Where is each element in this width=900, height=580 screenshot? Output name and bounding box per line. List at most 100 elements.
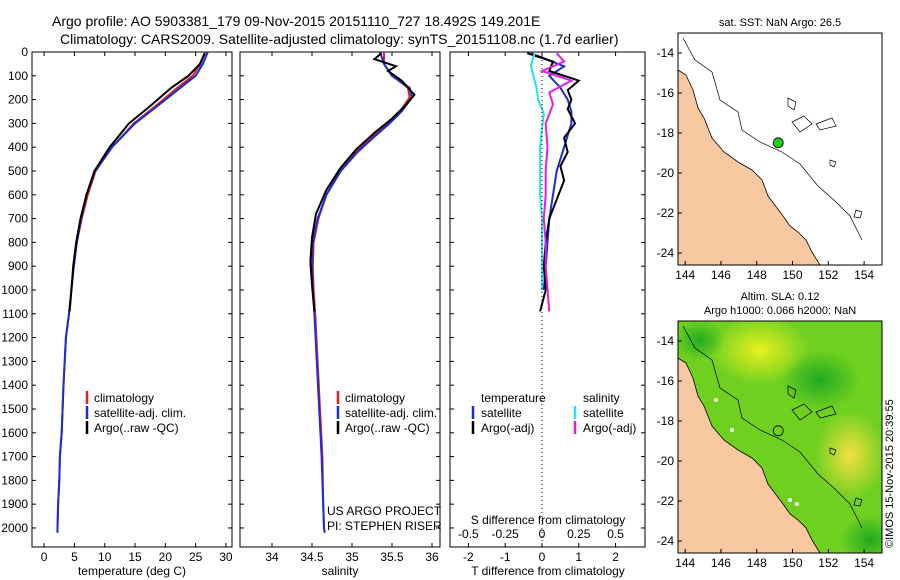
sst-map <box>678 33 882 265</box>
sst-map-argo-position-marker <box>772 137 784 149</box>
series-line-s-argo-adj- <box>539 52 574 312</box>
figure-title-line2: Climatology: CARS2009. Satellite-adjuste… <box>60 31 618 47</box>
lon-tick-label: 150 <box>783 268 803 282</box>
x-tick-label: 5 <box>71 550 78 564</box>
depth-tick-label: 600 <box>8 188 28 202</box>
legend-salinity-title: salinity <box>583 391 620 405</box>
sla-map-station-marker <box>788 498 792 502</box>
depth-tick-label: 200 <box>8 93 28 107</box>
depth-tick-label: 1300 <box>1 354 28 368</box>
sla-map-frame <box>677 320 883 554</box>
temperature-panel: 0100200300400500600700800900100011001200… <box>1 45 233 564</box>
x-tick-label: 35.5 <box>380 550 404 564</box>
sst-map-frame <box>677 32 883 266</box>
x-tick-label: 0 <box>539 550 546 564</box>
lon-tick-label: 152 <box>818 556 838 570</box>
s-tick-label: -0.25 <box>492 527 520 541</box>
lat-tick-label: -20 <box>657 166 675 180</box>
s-tick-label: 0 <box>539 527 546 541</box>
x-tick-label: 0 <box>41 550 48 564</box>
legend-satellite-label: satellite-adj. clim. <box>94 406 186 420</box>
sla-map-title2: Argo h1000: 0.066 h2000: NaN <box>704 305 856 317</box>
lat-tick-label: -18 <box>657 414 675 428</box>
x-tick-label: 30 <box>219 550 233 564</box>
lon-tick-label: 144 <box>675 556 695 570</box>
salinity-xlabel: salinity <box>322 564 359 578</box>
lat-tick-label: -14 <box>657 334 675 348</box>
legend-argo-label: Argo(..raw -QC) <box>94 421 179 435</box>
sla-map-station-marker <box>730 428 734 432</box>
sst-map-title: sat. SST: NaN Argo: 26.5 <box>719 17 841 29</box>
legend-climatology-label: climatology <box>94 391 154 405</box>
legend-climatology-label: climatology <box>345 391 405 405</box>
legend-t-argo-label: Argo(-adj) <box>481 421 534 435</box>
salinity-legend: climatology satellite-adj. clim. Argo(..… <box>336 391 437 435</box>
difference-legend: temperature salinity satellite Argo(-adj… <box>471 391 636 435</box>
lon-tick-label: 144 <box>675 268 695 282</box>
x-tick-label: 36 <box>425 550 439 564</box>
imos-credit: ©IMOS 15-Nov-2015 20:39:55 <box>884 399 896 548</box>
depth-tick-label: 300 <box>8 116 28 130</box>
lat-tick-label: -22 <box>657 494 675 508</box>
lat-tick-label: -14 <box>657 46 675 60</box>
x-tick-label: 20 <box>159 550 173 564</box>
depth-tick-label: 1800 <box>1 473 28 487</box>
series-line-s-satellite <box>529 52 545 290</box>
depth-tick-label: 700 <box>8 212 28 226</box>
sla-map-title: Altim. SLA: 0.12 <box>741 291 820 303</box>
sst-map-ticks: 144 146 148 150 152 154 -14 -16 -18 -20 -22 -24 <box>657 46 875 282</box>
sla-map-land <box>678 357 821 553</box>
salinity-panel: 34 34.5 35 35.5 36 <box>240 51 440 564</box>
s-tick-label: 0.5 <box>607 527 624 541</box>
legend-s-satellite-label: satellite <box>583 406 624 420</box>
depth-tick-label: 0 <box>21 45 28 59</box>
series-line-climatology <box>311 52 411 533</box>
x-tick-label: 25 <box>189 550 203 564</box>
legend-s-argo-label: Argo(-adj) <box>583 421 636 435</box>
sla-map-station-marker <box>714 398 718 402</box>
x-tick-label: 34 <box>265 550 279 564</box>
x-tick-label: -2 <box>463 550 474 564</box>
series-line-satellite-adj-clim- <box>310 51 414 533</box>
temperature-xlabel: temperature (deg C) <box>78 564 186 578</box>
sla-map-low-anomaly <box>678 321 725 360</box>
lon-tick-label: 154 <box>854 556 874 570</box>
lat-tick-label: -24 <box>657 534 675 548</box>
depth-tick-label: 1400 <box>1 378 28 392</box>
sla-map-reefs <box>787 385 863 507</box>
depth-tick-label: 100 <box>8 69 28 83</box>
temperature-panel-frame <box>31 51 233 548</box>
lat-tick-label: -22 <box>657 206 675 220</box>
sla-map-station-marker <box>795 502 799 506</box>
depth-tick-label: 1200 <box>1 331 28 345</box>
sla-map-low-anomaly <box>840 515 882 553</box>
depth-tick-label: 1500 <box>1 402 28 416</box>
temperature-legend: climatology satellite-adj. clim. Argo(..… <box>85 391 186 435</box>
legend-temperature-title: temperature <box>481 391 546 405</box>
depth-tick-label: 400 <box>8 140 28 154</box>
s-tick-label: 0.25 <box>567 527 591 541</box>
depth-tick-label: 1600 <box>1 426 28 440</box>
x-tick-label: 2 <box>612 550 619 564</box>
lon-tick-label: 148 <box>747 556 767 570</box>
depth-tick-label: 800 <box>8 235 28 249</box>
legend-t-satellite-label: satellite <box>481 406 522 420</box>
depth-tick-label: 1000 <box>1 283 28 297</box>
depth-tick-label: 1900 <box>1 497 28 511</box>
project-credit: US ARGO PROJECT <box>327 504 442 518</box>
x-tick-label: 1 <box>575 550 582 564</box>
figure-title-line1: Argo profile: AO 5903381_179 09-Nov-2015… <box>52 13 540 29</box>
sla-map <box>678 321 882 553</box>
series-line-climatology <box>56 51 207 533</box>
lat-tick-label: -18 <box>657 126 675 140</box>
lon-tick-label: 150 <box>783 556 803 570</box>
legend-satellite-label: satellite-adj. clim. <box>345 406 437 420</box>
depth-tick-label: 1700 <box>1 450 28 464</box>
depth-tick-label: 2000 <box>1 521 28 535</box>
sla-map-low-anomaly <box>780 350 860 410</box>
sst-map-contour <box>682 37 863 241</box>
lat-tick-label: -16 <box>657 374 675 388</box>
lat-tick-label: -16 <box>657 86 675 100</box>
legend-argo-label: Argo(..raw -QC) <box>345 421 430 435</box>
difference-panel: -2 -1 0 1 2 -0.5 -0.25 0 0.25 0.5 <box>450 51 645 564</box>
